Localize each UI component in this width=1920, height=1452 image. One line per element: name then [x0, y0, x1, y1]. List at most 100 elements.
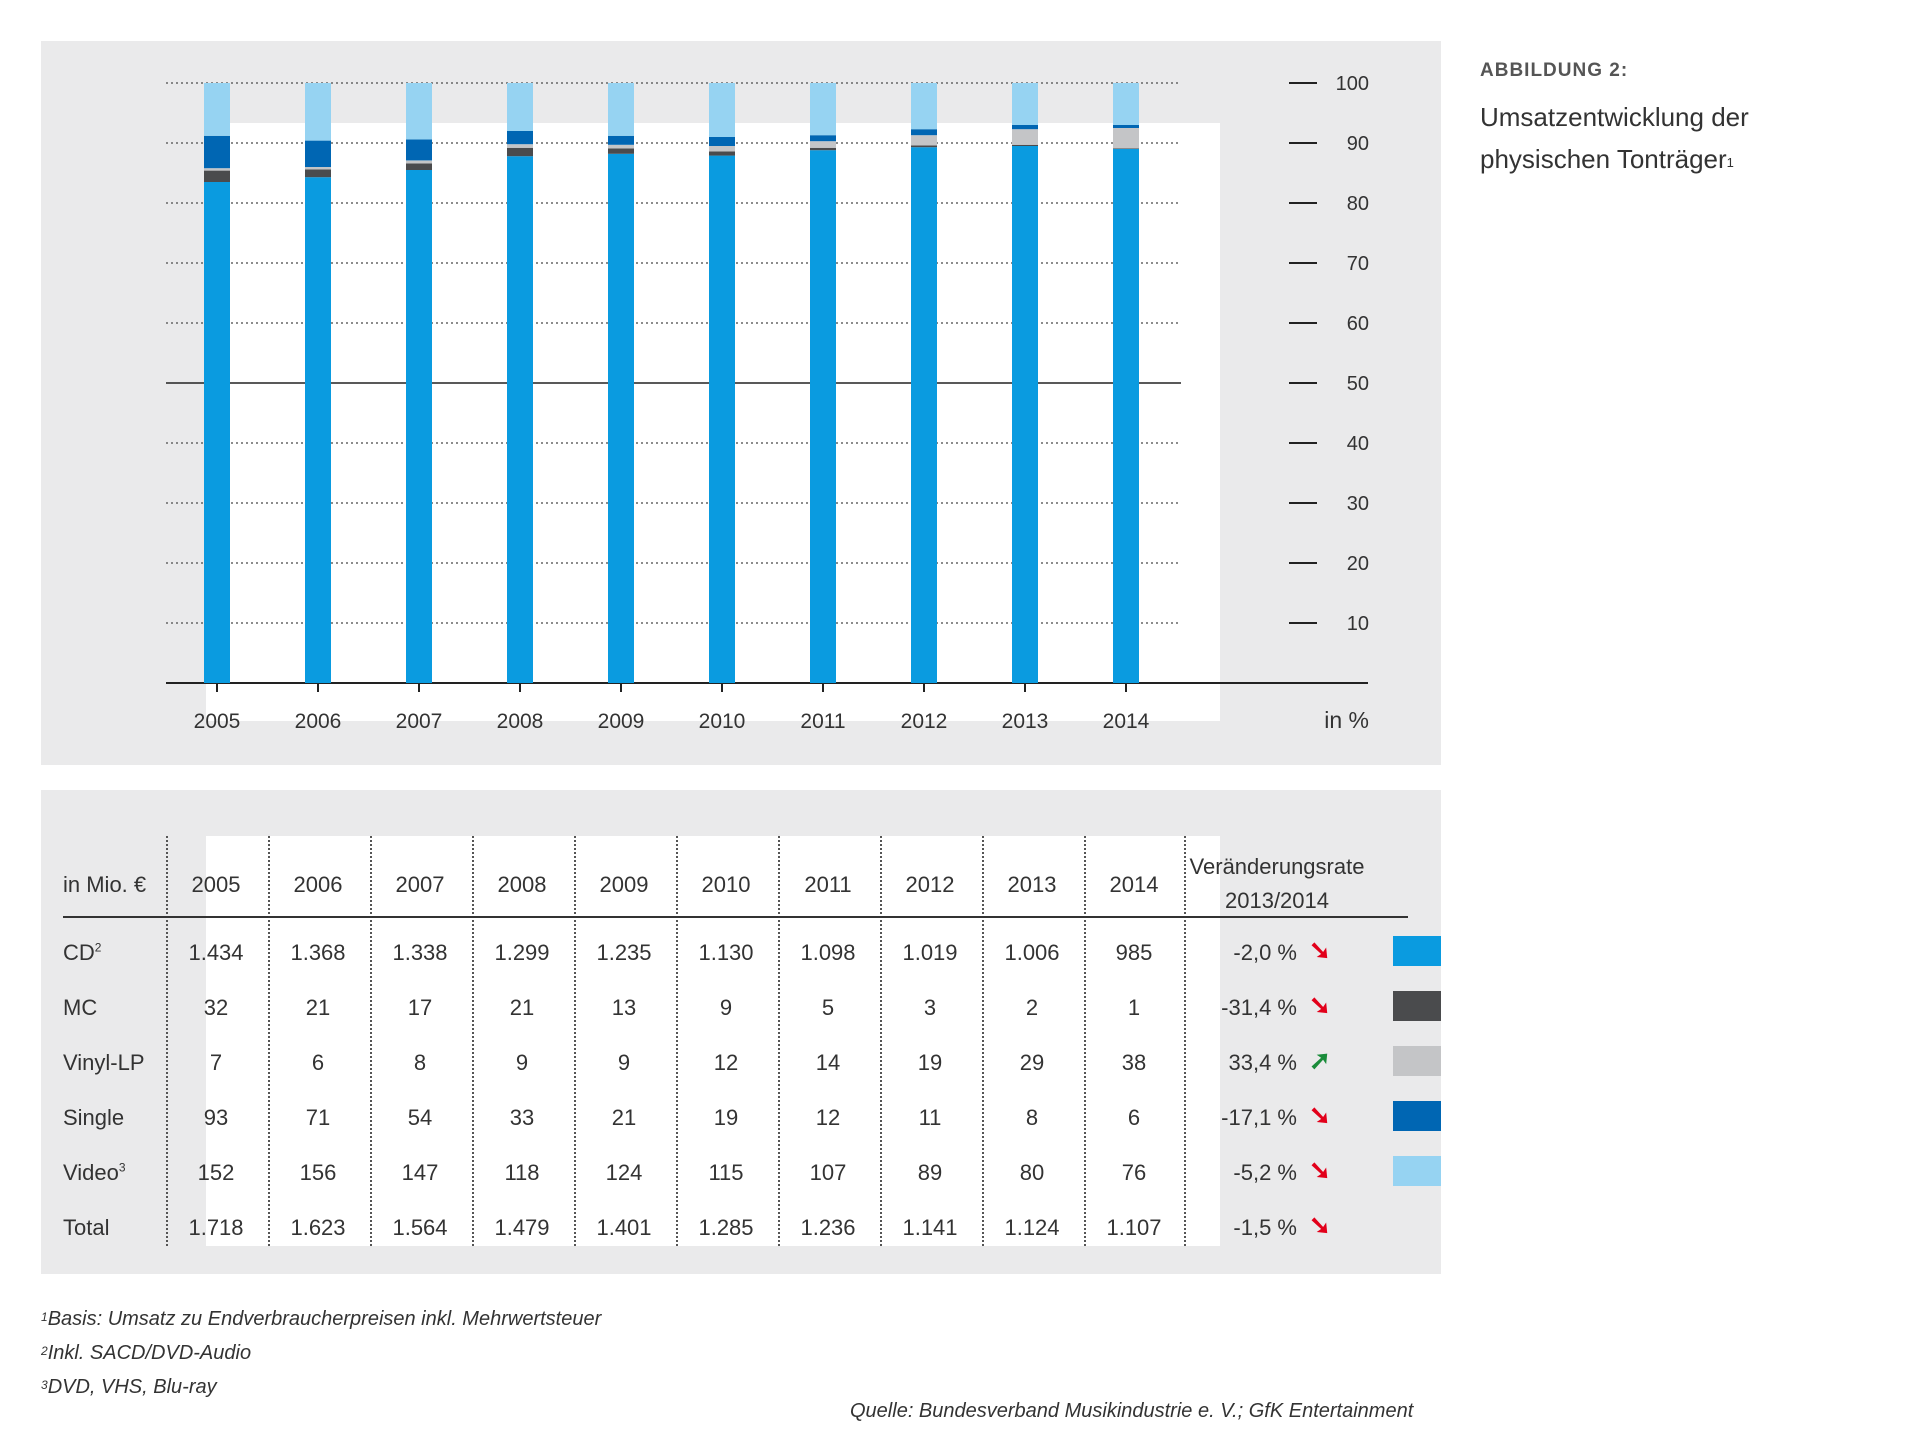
footnote-2-marker: 2 [41, 1344, 48, 1358]
footnote-2-text: Inkl. SACD/DVD-Audio [47, 1342, 252, 1364]
cell-video-2014: 76 [1121, 1160, 1147, 1185]
cell-total-2006: 1.623 [290, 1215, 346, 1240]
cell-vinyl-lp-2011: 14 [815, 1050, 841, 1075]
cell-video-2013: 80 [1019, 1160, 1045, 1185]
source-note: Quelle: Bundesverband Musikindustrie e. … [850, 1400, 1414, 1422]
column-separator-9 [982, 836, 984, 1246]
bar-single-2010 [709, 137, 735, 146]
row-label-footnote-video: 3 [118, 1160, 126, 1175]
cell-single-2006: 71 [305, 1105, 331, 1130]
xtick-label-2014: 2014 [1103, 710, 1150, 733]
cell-mc-2007: 17 [407, 995, 433, 1020]
bar-mc-2009 [608, 148, 634, 154]
bar-single-2005 [204, 135, 230, 169]
bar-single-2012 [911, 129, 937, 136]
figure-title-line1: Umsatzentwicklung der [1480, 102, 1749, 132]
cell-cd-2013: 1.006 [1004, 940, 1060, 965]
footnote-3-marker: 3 [41, 1378, 48, 1392]
ytick-label-30: 30 [1347, 493, 1369, 515]
header-change-line1: Veränderungsrate [1189, 854, 1365, 879]
bar-video-2012 [911, 83, 937, 130]
legend-swatch-vinyl-lp [1393, 1046, 1441, 1076]
bar-video-2011 [810, 83, 836, 136]
row-label-mc: MC [63, 995, 97, 1021]
bar-mc-2005 [204, 170, 230, 182]
cell-mc-2006: 21 [305, 995, 331, 1020]
row-label-text-mc: MC [63, 995, 98, 1020]
bar-vinyl-lp-2009 [608, 144, 634, 149]
bar-cd-2006 [305, 177, 331, 683]
header-year-2009: 2009 [599, 872, 649, 897]
column-separator-1 [166, 836, 168, 1246]
column-separator-3 [370, 836, 372, 1246]
cell-single-2009: 21 [611, 1105, 637, 1130]
figure-title-footnote: 1 [1726, 155, 1734, 170]
bar-single-2008 [507, 131, 533, 145]
bar-cd-2008 [507, 156, 533, 683]
legend-swatch-cd [1393, 936, 1441, 966]
cell-cd-2012: 1.019 [902, 940, 958, 965]
row-label-vinyl-lp: Vinyl-LP [63, 1050, 145, 1076]
figure-title: Umsatzentwicklung der physischen Tonträg… [1480, 96, 1880, 180]
change-mc: -31,4 % [1221, 995, 1297, 1020]
header-year-2014: 2014 [1109, 872, 1159, 897]
change-single: -17,1 % [1221, 1105, 1297, 1130]
bar-cd-2014 [1113, 149, 1139, 683]
column-separator-7 [778, 836, 780, 1246]
bar-cd-2013 [1012, 146, 1038, 683]
bar-video-2010 [709, 83, 735, 137]
ytick-label-60: 60 [1347, 313, 1369, 335]
xtick-label-2010: 2010 [699, 710, 746, 733]
change-vinyl-lp: 33,4 % [1228, 1050, 1298, 1075]
cell-vinyl-lp-2013: 29 [1019, 1050, 1045, 1075]
row-label-footnote-cd: 2 [94, 940, 102, 955]
cell-total-2009: 1.401 [596, 1215, 652, 1240]
cell-total-2005: 1.718 [188, 1215, 244, 1240]
header-year-2007: 2007 [395, 872, 445, 897]
trend-down-icon-cd: ➘ [1309, 935, 1331, 965]
cell-video-2008: 118 [504, 1160, 540, 1185]
bar-video-2006 [305, 83, 331, 141]
xtick-label-2011: 2011 [800, 710, 845, 733]
cell-single-2007: 54 [407, 1105, 433, 1130]
cell-total-2010: 1.285 [698, 1215, 754, 1240]
bar-mc-2011 [810, 147, 836, 151]
figure-title-line2: physischen Tonträger [1480, 144, 1727, 174]
bar-video-2009 [608, 83, 634, 136]
bar-single-2006 [305, 140, 331, 167]
ytick-label-40: 40 [1347, 433, 1369, 455]
column-separator-4 [472, 836, 474, 1246]
bar-cd-2010 [709, 155, 735, 684]
bar-single-2013 [1012, 125, 1038, 130]
ytick-label-20: 20 [1347, 553, 1369, 575]
ytick-label-80: 80 [1347, 193, 1369, 215]
row-label-cd: CD2 [63, 940, 101, 966]
cell-mc-2012: 3 [923, 995, 937, 1020]
bar-cd-2012 [911, 147, 937, 683]
footnote-2: 2Inkl. SACD/DVD-Audio [41, 1342, 251, 1365]
legend-swatch-mc [1393, 991, 1441, 1021]
cell-cd-2005: 1.434 [188, 940, 244, 965]
cell-video-2006: 156 [299, 1160, 337, 1185]
trend-down-icon-mc: ➘ [1309, 990, 1331, 1020]
row-label-video: Video3 [63, 1160, 126, 1186]
bar-mc-2007 [406, 163, 432, 170]
legend-swatch-video [1393, 1156, 1441, 1186]
bar-cd-2007 [406, 170, 432, 683]
footnote-3: 3DVD, VHS, Blu-ray [41, 1376, 217, 1399]
bar-vinyl-lp-2012 [911, 135, 937, 146]
data-table: in Mio. € 2005 2006 2007 2008 2009 2010 2011 201… [41, 790, 1441, 1274]
change-cd: -2,0 % [1233, 940, 1297, 965]
bar-mc-2014 [1113, 148, 1139, 149]
header-year-2010: 2010 [701, 872, 751, 897]
cell-vinyl-lp-2009: 9 [617, 1050, 631, 1075]
bar-mc-2006 [305, 169, 331, 178]
bar-mc-2008 [507, 147, 533, 157]
header-unit: in Mio. € [63, 872, 147, 897]
cell-vinyl-lp-2007: 8 [413, 1050, 427, 1075]
cell-mc-2009: 13 [611, 995, 637, 1020]
table-body-background [206, 836, 1220, 1246]
cell-single-2014: 6 [1127, 1105, 1141, 1130]
footnote-1: 1Basis: Umsatz zu Endverbraucherpreisen … [41, 1308, 601, 1331]
bar-cd-2005 [204, 182, 230, 683]
